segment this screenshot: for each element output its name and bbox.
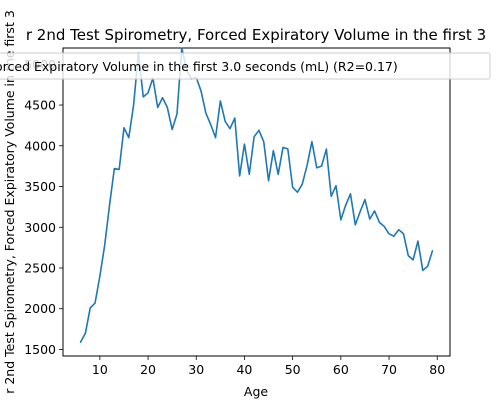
- y-tick-label: 4000: [24, 138, 56, 153]
- legend-label: orced Expiratory Volume in the first 3.0…: [0, 59, 398, 74]
- legend-box: [0, 52, 491, 80]
- y-axis-label: r 2nd Test Spirometry, Forced Expiratory…: [2, 10, 17, 394]
- x-axis-label: Age: [244, 384, 268, 399]
- x-tick-label: 50: [285, 362, 301, 377]
- x-tick-label: 60: [333, 362, 349, 377]
- x-tick-label: 70: [381, 362, 397, 377]
- y-tick-label: 3500: [24, 179, 56, 194]
- y-tick-label: 4500: [24, 98, 56, 113]
- x-tick-label: 40: [236, 362, 252, 377]
- y-tick-label: 3000: [24, 220, 56, 235]
- y-tick-label: 2500: [24, 261, 56, 276]
- x-tick-label: 10: [92, 362, 108, 377]
- x-tick-label: 30: [188, 362, 204, 377]
- plot-frame: [62, 47, 451, 357]
- x-tick-label: 20: [140, 362, 156, 377]
- x-tick-label: 80: [429, 362, 445, 377]
- x-axis-ticks: 10 20 30 40 50 60 70 80: [92, 356, 445, 377]
- y-tick-label: 1500: [24, 342, 56, 357]
- chart-title: r 2nd Test Spirometry, Forced Expiratory…: [26, 26, 486, 44]
- y-tick-label: 2000: [24, 301, 56, 316]
- plot-area: [62, 47, 451, 357]
- legend: orced Expiratory Volume in the first 3.0…: [0, 52, 491, 80]
